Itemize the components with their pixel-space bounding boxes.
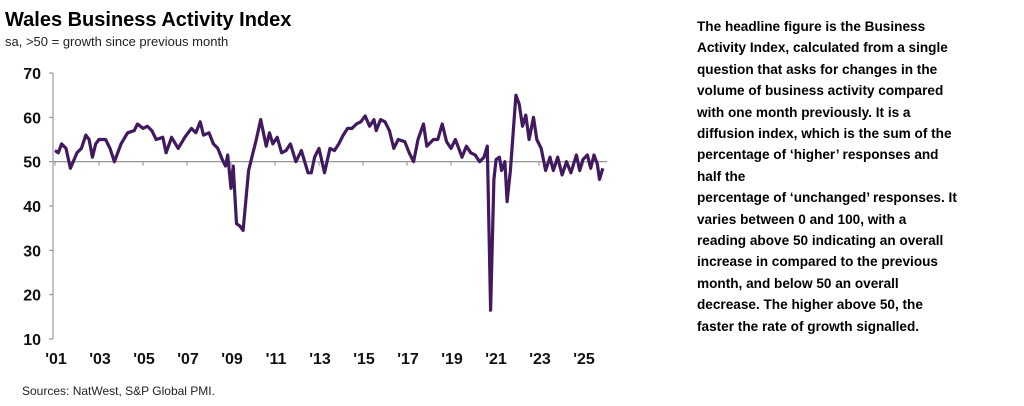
business-activity-chart: Wales Business Activity Index sa, >50 = … [5, 9, 608, 398]
x-tick-label: '01 [45, 351, 67, 368]
description-line: increase in compared to the previous [697, 254, 938, 270]
description-line: half the [697, 168, 746, 184]
y-tick-label: 30 [23, 243, 41, 260]
description-line: decrease. The higher above 50, the [697, 297, 923, 313]
axes: 10 20 30 40 50 60 70 '01 '03 '05 '07 '09 '11 '13 '15 '1… [23, 66, 608, 368]
x-tick-label: '07 [177, 351, 199, 368]
x-tick-label: '15 [353, 351, 375, 368]
x-tick-label: '23 [529, 351, 551, 368]
x-tick-label: '21 [485, 351, 507, 368]
y-tick-label: 50 [23, 155, 41, 172]
plot-area [54, 93, 605, 312]
description-line: The headline figure is the Business [697, 19, 926, 34]
x-tick-label: '17 [397, 351, 419, 368]
chart-title: Wales Business Activity Index [5, 9, 291, 31]
description-line: volume of business activity compared [697, 83, 944, 99]
description-line: with one month previously. It is a [697, 104, 911, 120]
description-line: Activity Index, calculated from a single [697, 40, 948, 56]
chart-source: Sources: NatWest, S&P Global PMI. [22, 384, 215, 398]
y-tick-label: 70 [23, 66, 41, 83]
description-line: reading above 50 indicating an overall [697, 233, 944, 249]
y-tick-label: 10 [23, 332, 41, 349]
x-tick-label: '03 [89, 351, 111, 368]
description-line: month, and below 50 an overall [697, 275, 899, 291]
description-text: The headline figure is the Business Activ… [697, 16, 957, 337]
description-line: percentage of ‘unchanged’ responses. It [697, 190, 957, 206]
x-tick-label: '13 [309, 351, 331, 368]
x-tick-label: '19 [441, 351, 463, 368]
description-line: faster the rate of growth signalled. [697, 318, 920, 334]
x-tick-label: '25 [573, 351, 595, 368]
series-line [54, 93, 605, 312]
description-line: percentage of ‘higher’ responses and [697, 147, 939, 163]
y-tick-label: 40 [23, 199, 41, 216]
x-tick-label: '05 [133, 351, 155, 368]
description-line: varies between 0 and 100, with a [697, 211, 907, 227]
description-line: diffusion index, which is the sum of the [697, 126, 952, 142]
x-tick-label: '11 [266, 351, 287, 368]
y-tick-label: 20 [23, 288, 41, 305]
x-tick-label: '09 [221, 351, 243, 368]
y-tick-label: 60 [23, 110, 41, 127]
chart-subtitle: sa, >50 = growth since previous month [5, 34, 228, 49]
description-line: question that asks for changes in the [697, 61, 938, 77]
